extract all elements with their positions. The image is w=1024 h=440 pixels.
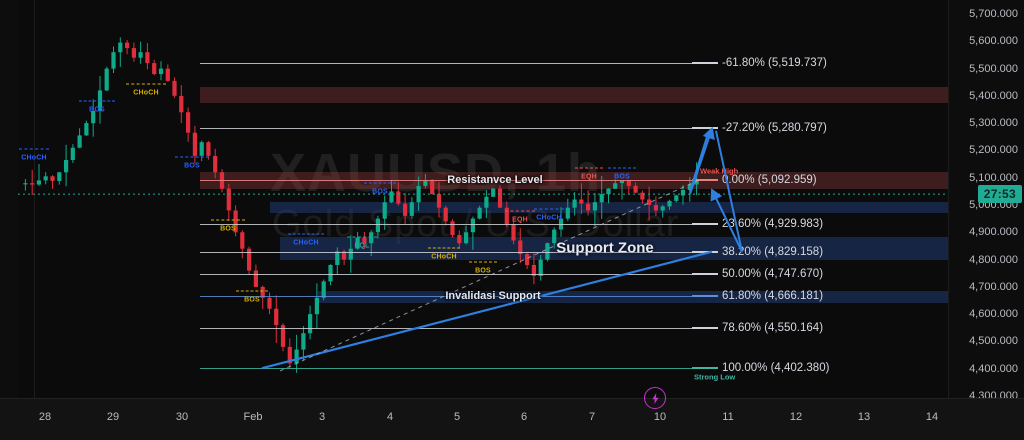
fib-level-label: 38.20% (4,829.158)	[722, 245, 824, 258]
smc-marker-bos: BOS	[244, 296, 260, 304]
smc-marker-line	[175, 156, 209, 158]
smc-marker-line	[364, 182, 396, 184]
strong-low-label: Strong Low	[694, 372, 736, 382]
invalidasi-support-label: Invalidasi Support	[445, 290, 541, 303]
smc-marker-line	[79, 100, 115, 102]
fib-level-label: 61.80% (4,666.181)	[722, 290, 824, 303]
time-tick-label: 3	[318, 411, 326, 423]
smc-marker-line	[288, 233, 324, 235]
fib-level-stub	[692, 326, 718, 329]
price-tick-label: 4,800.000	[969, 253, 1018, 266]
zone-resistance-upper	[200, 87, 948, 104]
weak-high-label: Weak High	[700, 166, 739, 176]
zone-supply-band	[270, 201, 948, 213]
zone-invalidasi-support	[318, 291, 948, 304]
bar-countdown-badge[interactable]: 27:53	[977, 185, 1022, 204]
fib-level-label: 50.00% (4,747.670)	[722, 267, 824, 280]
price-axis[interactable]: 5,700.000 5,600.000 5,500.000 5,400.000 5,30…	[948, 0, 1024, 402]
support-zone-label: Support Zone	[556, 239, 654, 257]
fib-level-label: -61.80% (5,519.737)	[722, 57, 827, 70]
price-tick-label: 5,600.000	[969, 35, 1018, 48]
smc-marker-eql: EQL	[354, 242, 370, 250]
plot-left-border	[34, 0, 35, 398]
fib-level-line[interactable]	[200, 327, 712, 329]
smc-marker-choch: CHoCH	[536, 214, 562, 222]
fib-level-line[interactable]	[200, 128, 712, 130]
fib-level-label: -27.20% (5,280.797)	[722, 122, 827, 135]
smc-marker-line	[505, 210, 535, 212]
price-tick-label: 4,400.000	[969, 362, 1018, 375]
fib-level-label: 23.60% (4,929.983)	[722, 218, 824, 231]
time-tick-label: 11	[722, 411, 734, 423]
smc-marker-line	[575, 167, 603, 169]
smc-marker-line	[428, 247, 460, 249]
fib-level-line[interactable]	[200, 224, 712, 226]
price-tick-label: 5,100.000	[969, 171, 1018, 184]
time-tick-label: 5	[453, 411, 461, 423]
price-tick-label: 5,700.000	[969, 8, 1018, 20]
fib-level-stub	[692, 272, 718, 275]
fib-level-label: 100.00% (4,402.380)	[722, 362, 830, 375]
time-tick-label: 29	[106, 411, 120, 423]
price-tick-label: 4,500.000	[969, 335, 1018, 348]
smc-marker-bos: BOS	[475, 267, 491, 275]
fib-level-stub	[692, 295, 718, 298]
smc-marker-line	[236, 290, 268, 292]
smc-marker-eqh: EQH	[581, 173, 597, 181]
smc-marker-bos: BOS	[184, 162, 200, 170]
time-tick-label: 14	[925, 411, 939, 423]
fib-level-stub	[692, 178, 718, 181]
smc-marker-line	[469, 261, 497, 263]
fib-level-label: 78.60% (4,550.164)	[722, 321, 824, 334]
fib-level-stub	[692, 127, 718, 130]
time-tick-label: 4	[386, 411, 394, 423]
smc-marker-line	[126, 83, 166, 85]
fib-level-stub	[692, 367, 718, 370]
time-tick-label: Feb	[243, 411, 263, 423]
time-tick-label: 7	[588, 411, 596, 423]
smc-marker-bos: BOS	[614, 173, 630, 181]
fib-level-line[interactable]	[200, 368, 712, 370]
time-tick-label: 28	[38, 411, 52, 423]
time-tick-label: 10	[653, 411, 667, 423]
smc-marker-line	[19, 148, 49, 150]
smc-marker-bos: BOS	[372, 188, 388, 196]
time-tick-label: 12	[789, 411, 803, 423]
resistance-level-label: Resistanvce Level	[447, 173, 543, 186]
smc-marker-choch: CHoCH	[133, 89, 159, 97]
smc-marker-choch: CHoCH	[293, 239, 319, 247]
fib-level-stub	[692, 223, 718, 226]
price-tick-label: 5,400.000	[969, 89, 1018, 102]
price-tick-label: 4,700.000	[969, 280, 1018, 293]
smc-marker-line	[608, 167, 636, 169]
price-tick-label: 5,300.000	[969, 117, 1018, 130]
smc-marker-line	[534, 208, 564, 210]
fib-level-stub	[692, 250, 718, 253]
price-tick-label: 5,500.000	[969, 62, 1018, 75]
smc-marker-choch: CHoCH	[431, 253, 457, 261]
price-tick-label: 5,200.000	[969, 144, 1018, 157]
price-tick-label: 4,900.000	[969, 226, 1018, 239]
smc-marker-choch: CHoCH	[21, 154, 47, 162]
time-tick-label: 30	[175, 411, 189, 423]
fib-level-label: 0.00% (5,092.959)	[722, 173, 817, 186]
fib-level-stub	[692, 62, 718, 65]
smc-marker-line	[347, 236, 377, 238]
time-tick-label: 13	[857, 411, 871, 423]
lightning-bolt-icon[interactable]	[644, 387, 666, 409]
smc-marker-bos: BOS	[220, 225, 236, 233]
fib-level-line[interactable]	[200, 63, 712, 65]
smc-marker-eqh: EQH	[512, 216, 528, 224]
time-axis[interactable]: 28 29 30 Feb 3 4 5 6 7 10 11 12 13 14	[0, 387, 1024, 440]
time-tick-label: 6	[520, 411, 528, 423]
price-tick-label: 4,600.000	[969, 308, 1018, 321]
fib-level-line[interactable]	[200, 273, 712, 275]
smc-marker-line	[211, 219, 245, 221]
smc-marker-bos: BOS	[89, 106, 105, 114]
